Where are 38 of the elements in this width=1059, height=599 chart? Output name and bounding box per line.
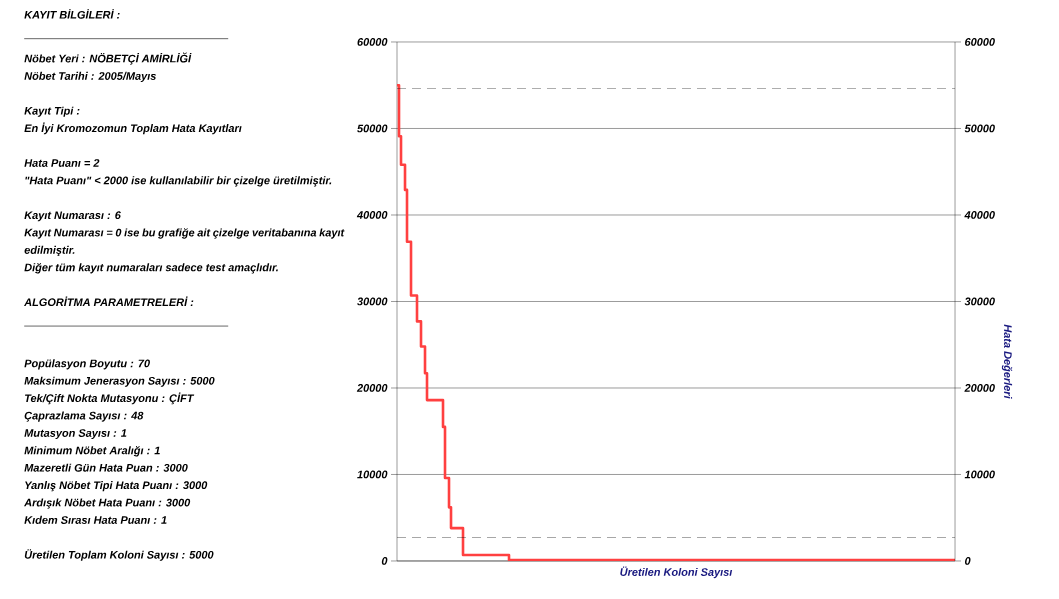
text: Minimum Nöbet Aralığı : 1 [24, 446, 160, 457]
text: ALGORİTMA PARAMETRELERİ : [23, 296, 194, 307]
text: En İyi Kromozomun Toplam Hata Kayıtları [24, 122, 242, 135]
y-tick-label: 10000 [357, 470, 388, 479]
text: Kıdem Sırası Hata Puanı : 1 [24, 515, 167, 524]
text: Mutasyon Sayısı : 1 [24, 429, 127, 440]
text: "Hata Puanı" < 2000 ise kullanılabilir bir çizelge üretilmiştir. [25, 176, 332, 187]
y-tick-label: 40000 [356, 211, 388, 219]
text: Yanlış Nöbet Tipi Hata Puanı : 3000 [25, 481, 208, 492]
text: Maksimum Jenerasyon Sayısı : 5000 [24, 376, 215, 387]
text: Diğer tüm kayıt numaraları sadece test amaçlıdır. [24, 263, 278, 274]
text: Hata Puanı = 2 [24, 159, 100, 167]
x-axis-title: Üretilen Koloni Sayısı [620, 566, 733, 579]
text: Popülasyon Boyutu : 70 [24, 359, 150, 370]
text: Tek/Çift Nokta Mutasyonu : ÇİFT [24, 392, 195, 405]
y-tick-label: 50000 [357, 124, 388, 133]
text: Mazeretli Gün Hata Puan : 3000 [24, 463, 188, 472]
y-tick-label: 30000 [357, 297, 388, 306]
y2-tick-label: 60000 [965, 38, 995, 46]
y2-axis-title: Hata Değerleri [1001, 324, 1013, 399]
y2-tick-label: 40000 [964, 211, 995, 219]
text: Nöbet Tarihi : 2005/Mayıs [24, 71, 156, 83]
text: Çaprazlama Sayısı : 48 [24, 411, 144, 422]
text: Kayıt Numarası : 6 [24, 211, 121, 222]
y2-tick-label: 10000 [964, 470, 995, 479]
y2-tick-label: 30000 [964, 297, 995, 306]
text: KAYIT BİLGİLERİ : [24, 9, 120, 19]
text: Üretilen Toplam Koloni Sayısı : 5000 [24, 549, 214, 561]
y2-tick-label: 0 [964, 557, 971, 565]
text: Nöbet Yeri : NÖBETÇİ AMİRLİĞİ [24, 52, 192, 65]
text: Kayıt Numarası = 0 ise bu grafiğe ait çizelge veritabanına kayıt edilmiştir. [24, 228, 345, 257]
y-tick-label: 20000 [356, 384, 388, 392]
y-tick-label: 0 [381, 557, 388, 565]
text: Kayıt Tipi : [24, 106, 80, 117]
text: Ardışık Nöbet Hata Puanı : 3000 [23, 498, 191, 509]
y2-tick-label: 20000 [964, 384, 995, 392]
y-tick-label: 60000 [357, 38, 388, 46]
y2-tick-label: 50000 [964, 124, 995, 133]
